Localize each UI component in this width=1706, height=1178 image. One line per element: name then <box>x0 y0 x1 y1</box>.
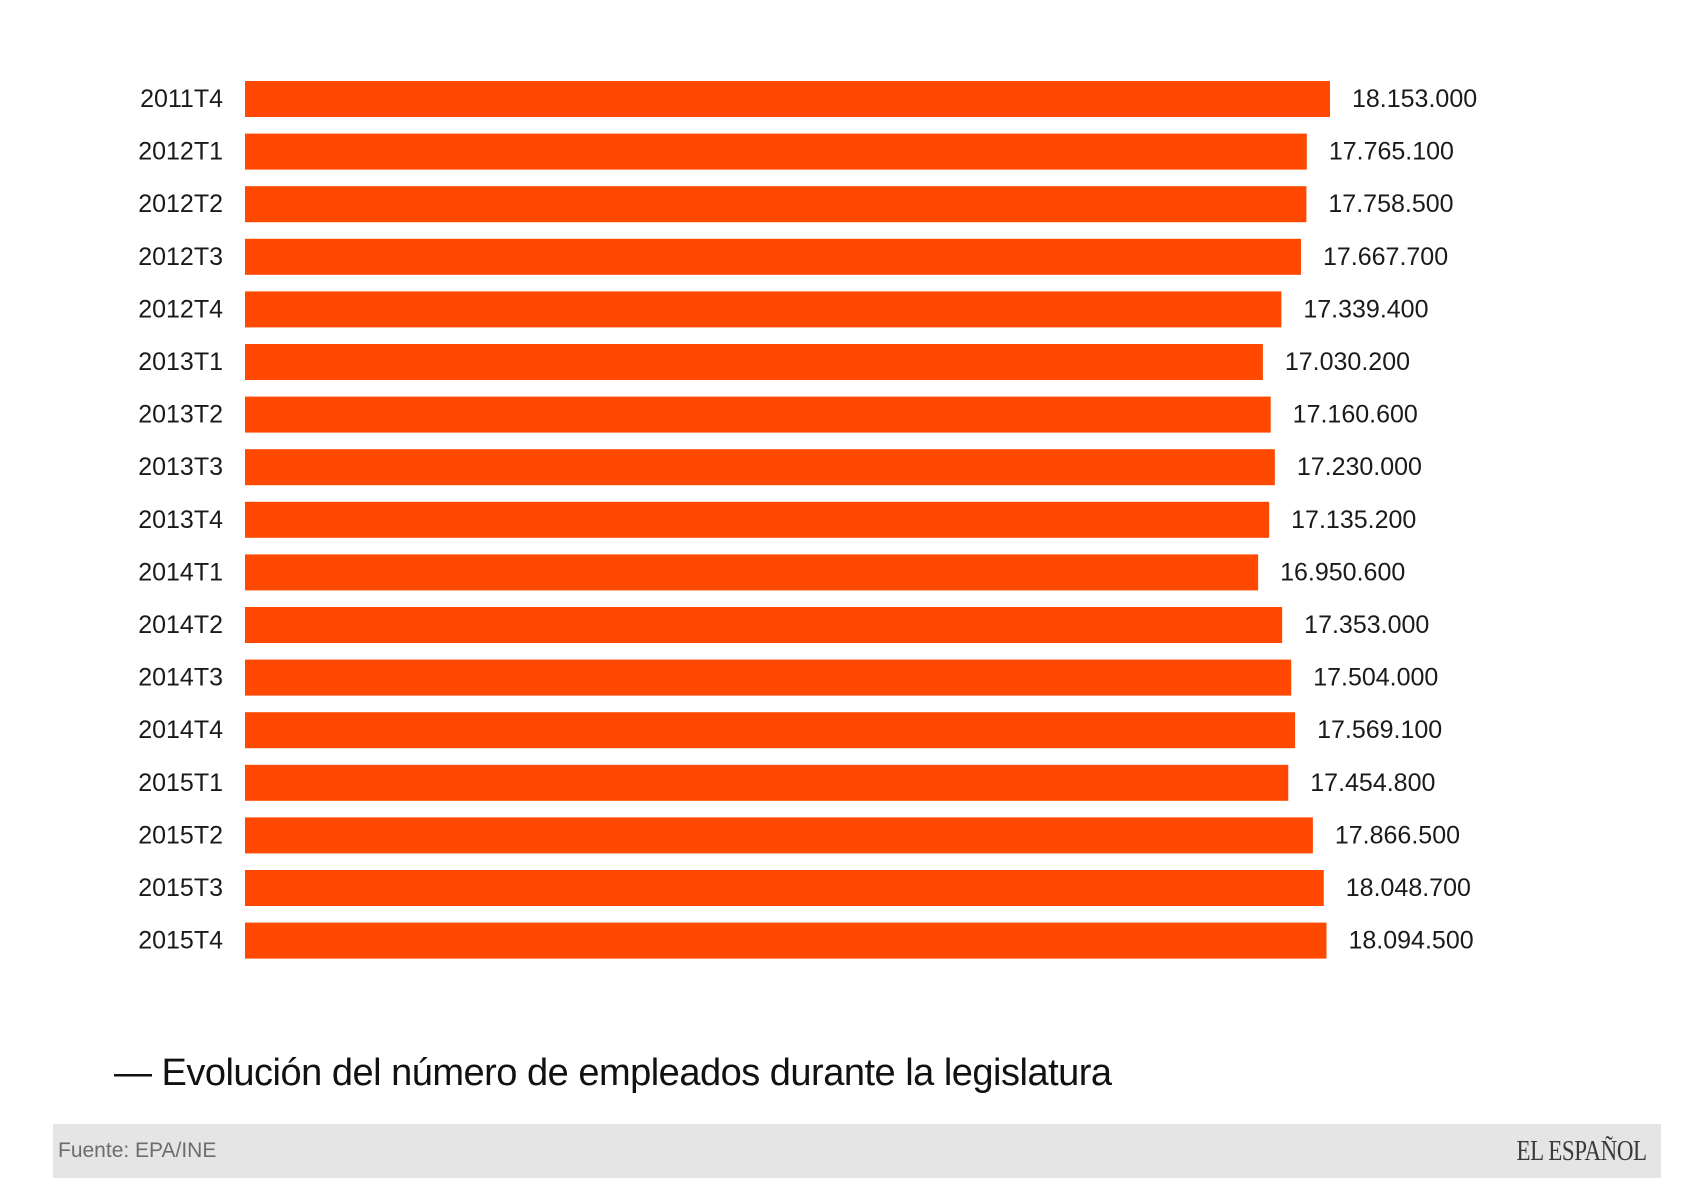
category-label: 2013T4 <box>138 506 223 534</box>
value-label: 17.353.000 <box>1304 611 1429 639</box>
bar <box>245 607 1283 643</box>
category-label: 2014T4 <box>138 716 223 744</box>
category-label: 2013T3 <box>138 453 223 481</box>
chart-caption: — Evolución del número de empleados duran… <box>114 1052 1112 1095</box>
bar <box>245 501 1270 538</box>
category-label: 2015T3 <box>138 874 223 902</box>
bar <box>245 186 1307 223</box>
category-label: 2012T3 <box>138 243 223 271</box>
bar <box>245 291 1282 328</box>
el-espanol-logo: EL ESPAÑOL <box>1516 1136 1647 1167</box>
value-label: 17.230.000 <box>1297 453 1422 481</box>
value-label: 17.454.800 <box>1310 769 1435 797</box>
value-label: 17.160.600 <box>1293 401 1418 429</box>
bar <box>245 344 1263 380</box>
category-label: 2012T2 <box>138 190 223 218</box>
value-label: 17.030.200 <box>1285 348 1410 376</box>
value-label: 16.950.600 <box>1280 558 1405 586</box>
bar <box>245 870 1324 906</box>
bar <box>245 659 1292 696</box>
caption-text: Evolución del número de empleados durant… <box>161 1052 1113 1094</box>
bar <box>245 396 1271 433</box>
bar <box>245 764 1289 801</box>
source-footer: Fuente: EPA/INE EL ESPAÑOL <box>53 1124 1661 1178</box>
value-label: 18.153.000 <box>1352 85 1477 113</box>
value-label: 17.569.100 <box>1317 716 1442 744</box>
bar <box>245 81 1330 117</box>
category-label: 2012T4 <box>138 295 223 323</box>
caption-dash: — <box>114 1052 152 1094</box>
category-label: 2015T1 <box>138 769 223 797</box>
category-label: 2014T2 <box>138 611 223 639</box>
source-label: Fuente: EPA/INE <box>58 1139 217 1162</box>
value-label: 17.135.200 <box>1291 506 1416 534</box>
bar <box>245 922 1327 959</box>
bar <box>245 817 1313 854</box>
bar <box>245 449 1275 486</box>
category-label: 2015T4 <box>138 927 223 955</box>
bar <box>245 133 1307 170</box>
category-label: 2014T3 <box>138 664 223 692</box>
category-label: 2011T4 <box>140 85 223 113</box>
category-label: 2013T1 <box>138 348 223 376</box>
value-label: 17.866.500 <box>1335 821 1460 849</box>
value-label: 17.504.000 <box>1313 664 1438 692</box>
value-label: 18.048.700 <box>1346 874 1471 902</box>
value-label: 17.339.400 <box>1303 295 1428 323</box>
category-label: 2014T1 <box>138 558 223 586</box>
value-label: 17.667.700 <box>1323 243 1448 271</box>
category-label: 2012T1 <box>138 138 223 166</box>
category-label: 2013T2 <box>138 401 223 429</box>
value-label: 18.094.500 <box>1349 927 1474 955</box>
bar <box>245 554 1259 591</box>
bar-chart: 2011T4 18.153.000 2012T1 17.765.100 2012T2 17… <box>138 81 1477 959</box>
value-label: 17.758.500 <box>1328 190 1453 218</box>
value-label: 17.765.100 <box>1329 138 1454 166</box>
category-label: 2015T2 <box>138 821 223 849</box>
bar <box>245 712 1296 749</box>
bar <box>245 238 1301 275</box>
